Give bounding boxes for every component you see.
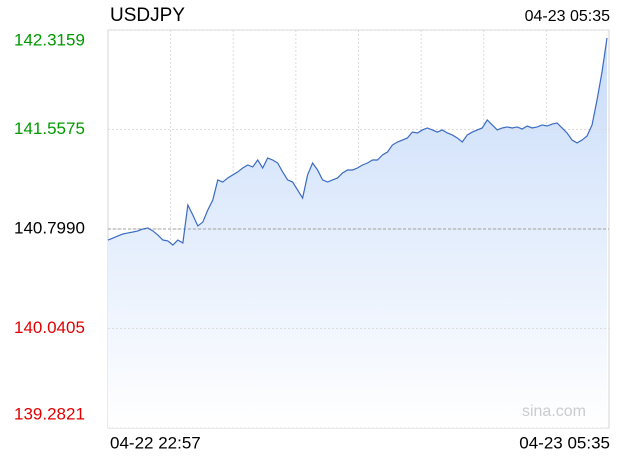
watermark: sina.com (522, 403, 586, 420)
chart-title: USDJPY (110, 5, 185, 26)
area-fill (108, 37, 607, 429)
y-tick-label: 142.3159 (14, 30, 85, 49)
timestamp: 04-23 05:35 (525, 8, 611, 25)
y-tick-label: 140.7990 (14, 218, 85, 237)
x-tick-label: 04-22 22:57 (110, 433, 201, 452)
y-tick-label: 139.2821 (14, 404, 85, 423)
y-tick-label: 141.5575 (14, 119, 85, 138)
y-tick-label: 140.0405 (14, 318, 85, 337)
x-tick-label: 04-23 05:35 (519, 433, 610, 452)
price-line (107, 37, 608, 246)
